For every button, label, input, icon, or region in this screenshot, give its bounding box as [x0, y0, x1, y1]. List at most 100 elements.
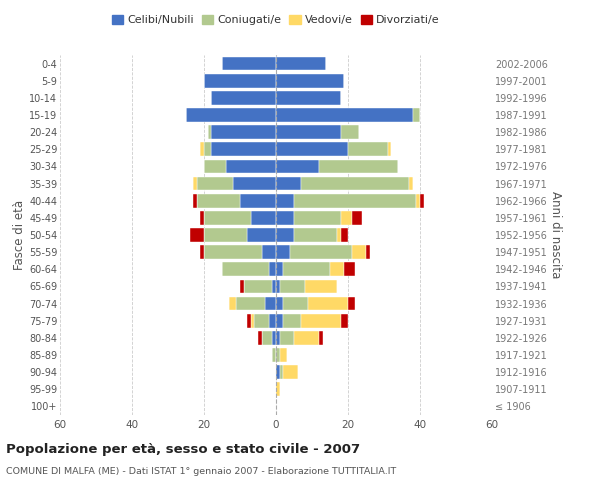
Bar — [208, 126, 211, 139]
Bar — [283, 314, 301, 328]
Bar — [276, 126, 341, 139]
Bar — [276, 91, 341, 104]
Bar — [420, 194, 424, 207]
Bar — [272, 331, 276, 344]
Bar — [226, 160, 276, 173]
Bar — [276, 176, 301, 190]
Bar — [211, 126, 276, 139]
Text: Popolazione per età, sesso e stato civile - 2007: Popolazione per età, sesso e stato civil… — [6, 442, 360, 456]
Bar — [251, 211, 276, 224]
Bar — [204, 246, 262, 259]
Bar — [416, 194, 420, 207]
Bar — [294, 211, 341, 224]
Bar — [409, 176, 413, 190]
Bar — [341, 211, 352, 224]
Bar — [276, 366, 280, 379]
Bar — [204, 228, 247, 242]
Bar — [204, 74, 276, 88]
Bar — [262, 246, 276, 259]
Bar — [276, 56, 326, 70]
Bar — [280, 331, 294, 344]
Bar — [280, 348, 287, 362]
Bar — [308, 296, 348, 310]
Bar — [341, 314, 348, 328]
Bar — [200, 246, 204, 259]
Bar — [276, 74, 344, 88]
Bar — [280, 280, 305, 293]
Bar — [319, 160, 398, 173]
Bar — [251, 314, 254, 328]
Bar — [276, 211, 294, 224]
Bar — [341, 126, 359, 139]
Bar — [186, 108, 276, 122]
Bar — [193, 194, 197, 207]
Bar — [337, 228, 341, 242]
Bar — [276, 160, 319, 173]
Y-axis label: Anni di nascita: Anni di nascita — [548, 192, 562, 278]
Bar — [344, 262, 355, 276]
Bar — [283, 296, 308, 310]
Bar — [352, 246, 366, 259]
Bar — [366, 246, 370, 259]
Bar — [276, 246, 290, 259]
Bar — [294, 194, 416, 207]
Bar — [272, 348, 276, 362]
Legend: Celibi/Nubili, Coniugati/e, Vedovi/e, Divorziati/e: Celibi/Nubili, Coniugati/e, Vedovi/e, Di… — [108, 10, 444, 30]
Bar — [413, 108, 420, 122]
Y-axis label: Fasce di età: Fasce di età — [13, 200, 26, 270]
Bar — [240, 194, 276, 207]
Bar — [319, 331, 323, 344]
Bar — [276, 280, 280, 293]
Bar — [200, 142, 204, 156]
Bar — [301, 176, 409, 190]
Bar — [233, 176, 276, 190]
Bar — [276, 382, 280, 396]
Bar — [276, 296, 283, 310]
Bar — [348, 296, 355, 310]
Bar — [276, 142, 348, 156]
Bar — [193, 176, 197, 190]
Bar — [204, 211, 251, 224]
Bar — [276, 348, 280, 362]
Bar — [352, 211, 362, 224]
Bar — [301, 314, 341, 328]
Bar — [222, 56, 276, 70]
Bar — [330, 262, 344, 276]
Bar — [265, 296, 276, 310]
Bar — [276, 314, 283, 328]
Bar — [276, 262, 283, 276]
Bar — [276, 228, 294, 242]
Bar — [229, 296, 236, 310]
Bar — [341, 228, 348, 242]
Bar — [247, 314, 251, 328]
Bar — [222, 262, 269, 276]
Bar — [254, 314, 269, 328]
Bar — [240, 280, 244, 293]
Bar — [294, 228, 337, 242]
Bar — [280, 366, 283, 379]
Bar — [197, 194, 240, 207]
Text: COMUNE DI MALFA (ME) - Dati ISTAT 1° gennaio 2007 - Elaborazione TUTTITALIA.IT: COMUNE DI MALFA (ME) - Dati ISTAT 1° gen… — [6, 468, 396, 476]
Bar — [269, 262, 276, 276]
Bar — [197, 176, 233, 190]
Bar — [200, 211, 204, 224]
Bar — [348, 142, 388, 156]
Bar — [290, 246, 352, 259]
Bar — [236, 296, 265, 310]
Bar — [272, 280, 276, 293]
Bar — [204, 160, 226, 173]
Bar — [244, 280, 272, 293]
Bar — [247, 228, 276, 242]
Bar — [283, 262, 330, 276]
Bar — [388, 142, 391, 156]
Bar — [276, 331, 280, 344]
Bar — [276, 108, 413, 122]
Bar — [204, 142, 211, 156]
Bar — [294, 331, 319, 344]
Bar — [283, 366, 298, 379]
Bar — [262, 331, 272, 344]
Bar — [269, 314, 276, 328]
Bar — [276, 194, 294, 207]
Bar — [305, 280, 337, 293]
Bar — [211, 91, 276, 104]
